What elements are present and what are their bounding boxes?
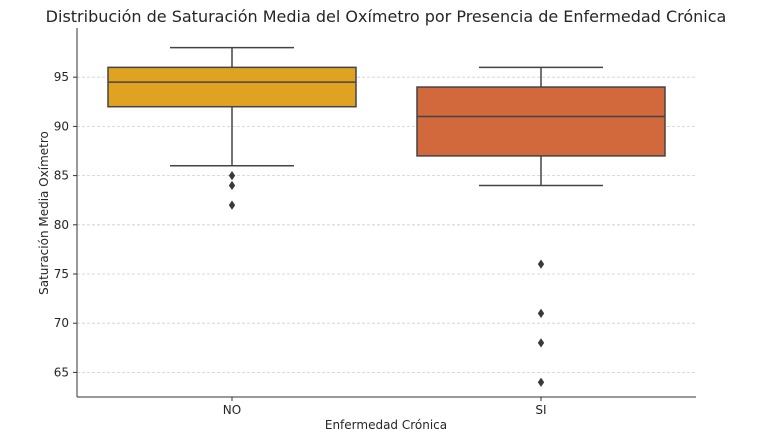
y-tick-label: 70 <box>54 316 69 330</box>
boxes <box>107 46 666 387</box>
y-tick-label: 80 <box>54 218 69 232</box>
chart-title: Distribución de Saturación Media del Oxí… <box>46 7 727 26</box>
iqr-box <box>107 66 357 108</box>
outlier-point <box>537 259 545 269</box>
y-axis-ticks: 65 70 75 80 85 90 95 <box>54 70 77 379</box>
x-tick-label: NO <box>223 403 241 417</box>
y-axis-label: Saturación Media Oxímetro <box>37 131 51 295</box>
y-tick-label: 75 <box>54 267 69 281</box>
box-group-si <box>416 66 666 387</box>
y-tick-label: 95 <box>54 70 69 84</box>
outlier-point <box>228 171 236 181</box>
y-tick-label: 65 <box>54 365 69 379</box>
y-tick-label: 85 <box>54 169 69 183</box>
outlier-point <box>537 338 545 348</box>
outlier-point <box>537 377 545 387</box>
outlier-point <box>537 308 545 318</box>
x-axis-label: Enfermedad Crónica <box>325 418 447 432</box>
outlier-point <box>228 200 236 210</box>
iqr-box <box>416 86 666 157</box>
box-group-no <box>107 46 357 210</box>
y-tick-label: 90 <box>54 119 69 133</box>
x-axis-ticks: NO SI <box>223 397 547 417</box>
x-tick-label: SI <box>535 403 546 417</box>
outlier-point <box>228 180 236 191</box>
